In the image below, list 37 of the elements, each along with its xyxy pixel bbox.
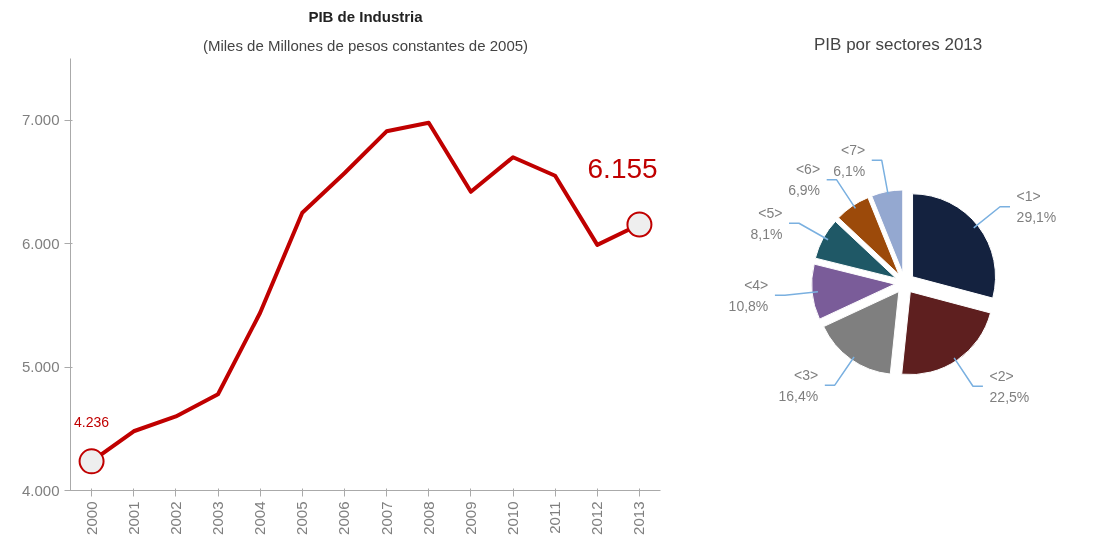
slice-label: <3> [794, 366, 819, 383]
annotation: 6.155 [587, 153, 658, 185]
slice-label: <1> [1016, 188, 1041, 205]
x-tick-label: 2008 [419, 501, 437, 535]
y-tick-label: 6.000 [21, 234, 60, 252]
x-tick-label: 2007 [377, 501, 395, 535]
slice-label: <4> [744, 276, 769, 293]
slice-label: <2> [989, 367, 1014, 384]
slice-label: <7> [840, 141, 866, 158]
data-label: 29,1% [1016, 209, 1057, 226]
x-tick-label: 2000 [82, 501, 100, 535]
slice-label: <5> [758, 204, 783, 221]
data-label: 6,9% [788, 182, 821, 199]
chart-title: PIB de Industria [308, 7, 424, 25]
x-tick-label: 2006 [335, 501, 353, 535]
x-tick-label: 2009 [461, 501, 479, 535]
data-label: 8,1% [750, 225, 783, 242]
y-tick-label: 5.000 [21, 358, 60, 376]
x-tick-label: 2003 [209, 501, 226, 535]
data-label: 10,8% [728, 297, 769, 314]
data-label: 16,4% [778, 387, 819, 404]
x-tick-label: 2001 [124, 501, 142, 535]
data-label: 22,5% [989, 388, 1030, 405]
x-tick-label: 2010 [504, 501, 521, 535]
chart-subtitle: (Miles de Millones de pesos constantes de 2005) [202, 36, 529, 54]
y-tick-label: 7.000 [21, 111, 60, 129]
chart-title: PIB por sectores 2013 [814, 34, 983, 54]
data-label: 6,1% [833, 162, 866, 179]
slice-label: <6> [795, 161, 821, 178]
x-tick-label: 2005 [293, 501, 311, 535]
x-tick-label: 2011 [546, 501, 564, 534]
x-tick-label: 2002 [166, 501, 184, 535]
annotation: 4.236 [74, 413, 110, 430]
x-tick-label: 2013 [630, 501, 648, 535]
y-tick-label: 4.000 [21, 481, 60, 499]
x-tick-label: 2012 [588, 501, 606, 535]
x-tick-label: 2004 [251, 501, 269, 535]
